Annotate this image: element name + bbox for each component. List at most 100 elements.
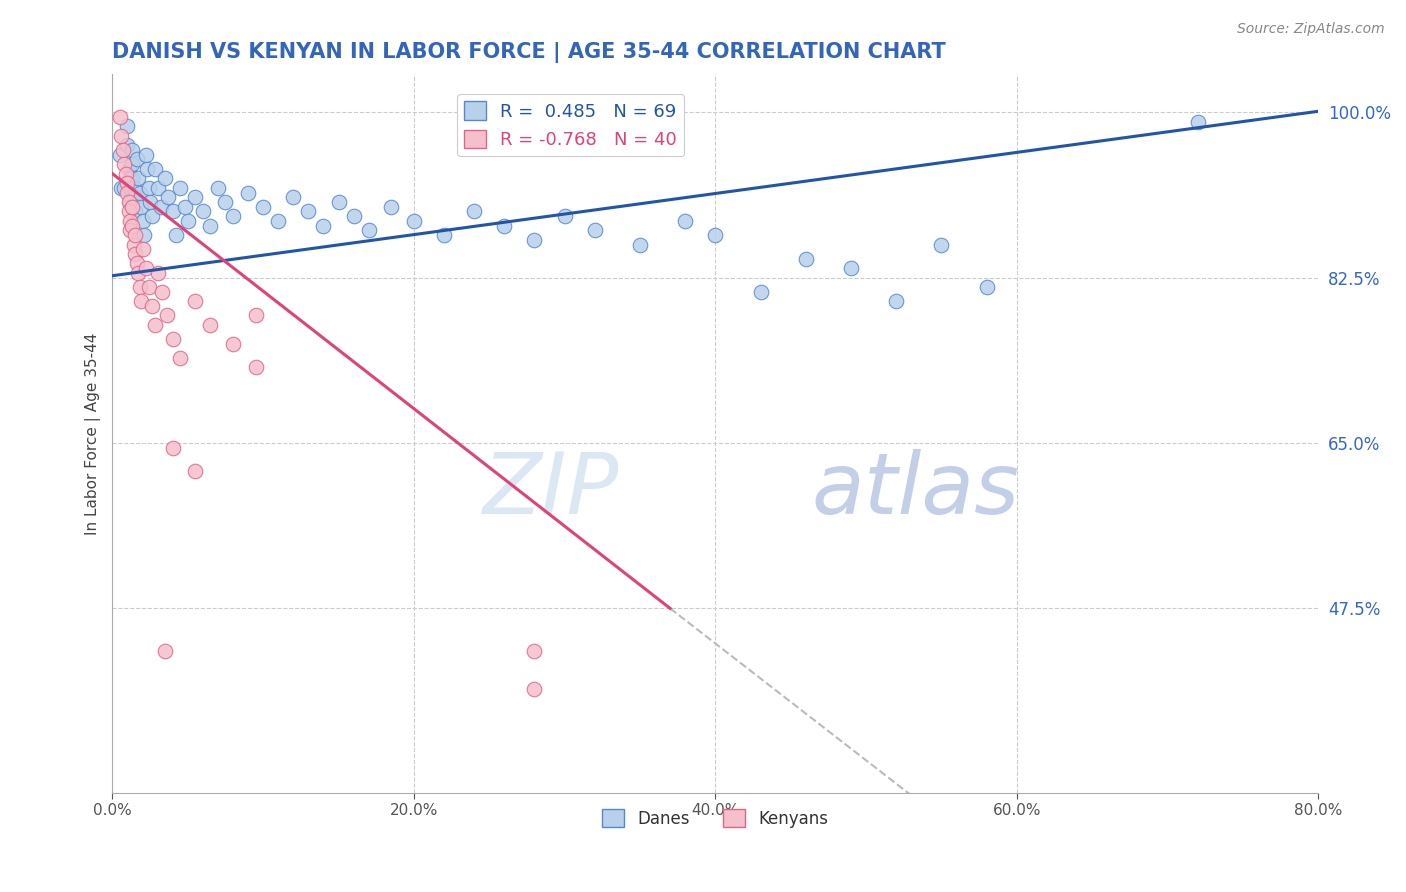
Point	[143, 318, 166, 332]
Point	[357, 223, 380, 237]
Point	[839, 261, 862, 276]
Point	[165, 228, 187, 243]
Point	[794, 252, 817, 266]
Point	[704, 228, 727, 243]
Point	[111, 143, 134, 157]
Point	[252, 200, 274, 214]
Point	[129, 200, 152, 214]
Point	[121, 171, 143, 186]
Point	[245, 360, 267, 375]
Point	[124, 247, 146, 261]
Point	[173, 200, 195, 214]
Point	[117, 138, 139, 153]
Text: atlas: atlas	[811, 450, 1019, 533]
Point	[162, 204, 184, 219]
Point	[884, 294, 907, 309]
Point	[162, 332, 184, 346]
Point	[131, 242, 153, 256]
Point	[207, 181, 229, 195]
Point	[583, 223, 606, 237]
Point	[141, 209, 163, 223]
Point	[121, 157, 143, 171]
Point	[342, 209, 364, 223]
Point	[121, 143, 143, 157]
Point	[120, 223, 142, 237]
Point	[554, 209, 576, 223]
Point	[114, 157, 136, 171]
Point	[153, 644, 176, 658]
Point	[494, 219, 516, 233]
Point	[122, 181, 145, 195]
Point	[120, 171, 142, 186]
Point	[297, 204, 319, 219]
Point	[976, 280, 998, 294]
Point	[128, 186, 150, 200]
Point	[121, 219, 143, 233]
Point	[118, 194, 141, 209]
Point	[124, 204, 146, 219]
Point	[124, 190, 146, 204]
Point	[138, 280, 160, 294]
Text: Source: ZipAtlas.com: Source: ZipAtlas.com	[1237, 22, 1385, 37]
Point	[150, 285, 173, 299]
Point	[673, 214, 696, 228]
Point	[128, 280, 150, 294]
Point	[114, 181, 136, 195]
Text: DANISH VS KENYAN IN LABOR FORCE | AGE 35-44 CORRELATION CHART: DANISH VS KENYAN IN LABOR FORCE | AGE 35…	[112, 42, 946, 62]
Point	[222, 209, 245, 223]
Point	[222, 336, 245, 351]
Point	[120, 214, 142, 228]
Point	[120, 181, 142, 195]
Point	[122, 237, 145, 252]
Point	[149, 200, 172, 214]
Point	[120, 194, 142, 209]
Point	[127, 266, 149, 280]
Point	[162, 441, 184, 455]
Point	[523, 233, 546, 247]
Point	[132, 228, 155, 243]
Point	[115, 167, 138, 181]
Point	[931, 237, 953, 252]
Point	[127, 171, 149, 186]
Point	[267, 214, 290, 228]
Point	[136, 161, 159, 176]
Point	[628, 237, 651, 252]
Point	[184, 190, 207, 204]
Point	[108, 110, 131, 124]
Point	[141, 299, 163, 313]
Point	[121, 200, 143, 214]
Point	[110, 181, 132, 195]
Point	[328, 194, 350, 209]
Point	[191, 204, 214, 219]
Point	[283, 190, 305, 204]
Point	[184, 294, 207, 309]
Point	[402, 214, 425, 228]
Point	[245, 309, 267, 323]
Point	[138, 181, 160, 195]
Point	[177, 214, 200, 228]
Point	[200, 219, 222, 233]
Point	[117, 120, 139, 134]
Point	[125, 256, 148, 270]
Point	[433, 228, 456, 243]
Point	[108, 147, 131, 161]
Point	[214, 194, 236, 209]
Point	[118, 204, 141, 219]
Point	[200, 318, 222, 332]
Point	[169, 181, 191, 195]
Point	[169, 351, 191, 365]
Point	[139, 194, 162, 209]
Point	[117, 176, 139, 190]
Point	[156, 309, 179, 323]
Point	[146, 181, 169, 195]
Point	[523, 681, 546, 696]
Point	[143, 161, 166, 176]
Point	[749, 285, 772, 299]
Point	[124, 228, 146, 243]
Point	[146, 266, 169, 280]
Legend: Danes, Kenyans: Danes, Kenyans	[596, 803, 835, 835]
Point	[110, 128, 132, 143]
Text: ZIP: ZIP	[482, 450, 619, 533]
Point	[129, 294, 152, 309]
Point	[380, 200, 402, 214]
